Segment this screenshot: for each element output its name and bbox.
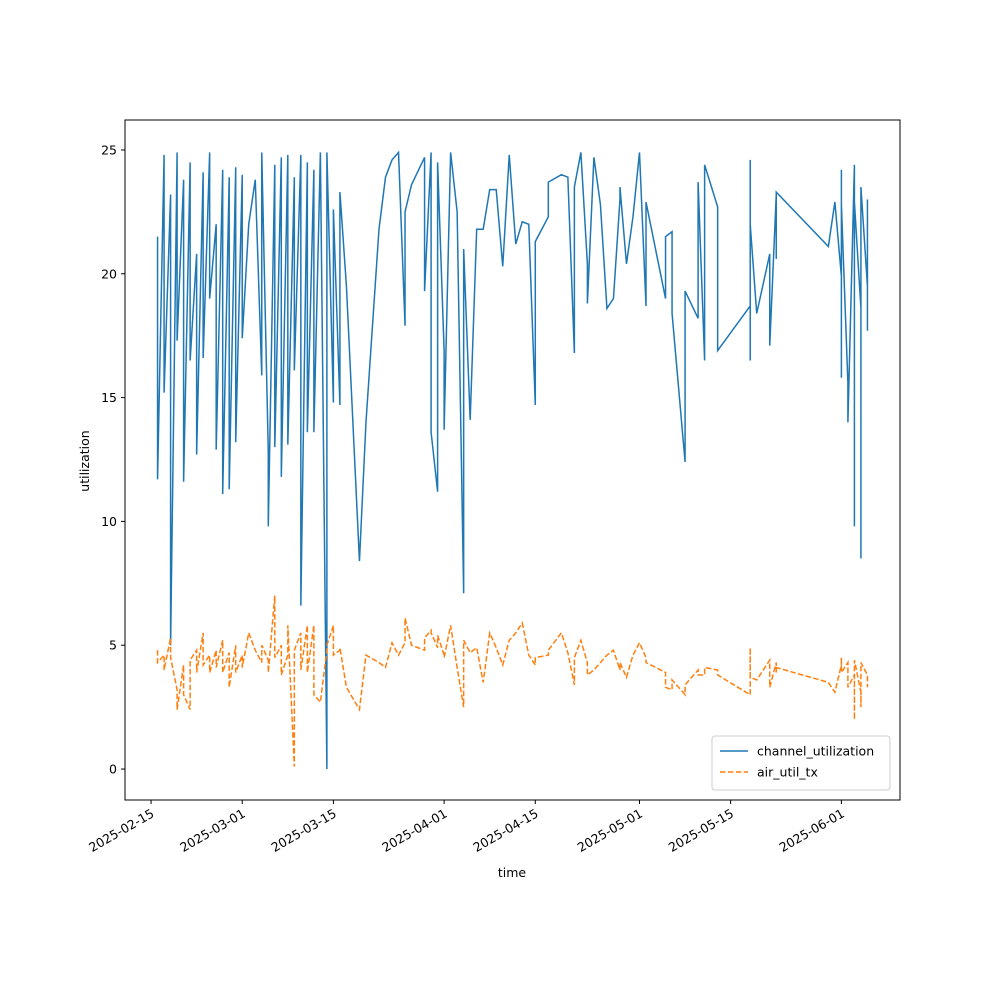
x-tick-label: 2025-03-01 <box>177 806 247 855</box>
series-line <box>156 150 869 770</box>
y-tick-label: 0 <box>109 762 117 777</box>
x-tick-label: 2025-02-15 <box>86 806 156 855</box>
x-tick-label: 2025-05-01 <box>575 806 645 855</box>
legend-box <box>711 735 891 791</box>
x-tick-label: 2025-04-01 <box>379 806 449 855</box>
legend-label: air_util_tx <box>757 765 818 780</box>
x-tick-label: 2025-06-01 <box>776 806 846 855</box>
x-tick-label: 2025-04-15 <box>470 806 540 855</box>
x-tick-label: 2025-05-15 <box>666 806 736 855</box>
y-axis-label: utilization <box>77 430 92 491</box>
plot-frame <box>124 119 901 801</box>
y-tick-label: 5 <box>109 638 117 653</box>
x-tick-label: 2025-03-15 <box>268 806 338 855</box>
y-tick-label: 25 <box>101 142 117 157</box>
legend-label: channel_utilization <box>757 744 874 759</box>
y-tick-label: 10 <box>101 514 117 529</box>
x-axis-label: time <box>498 865 527 880</box>
y-tick-label: 20 <box>101 266 117 281</box>
y-tick-label: 15 <box>101 390 117 405</box>
series-line <box>156 595 869 767</box>
